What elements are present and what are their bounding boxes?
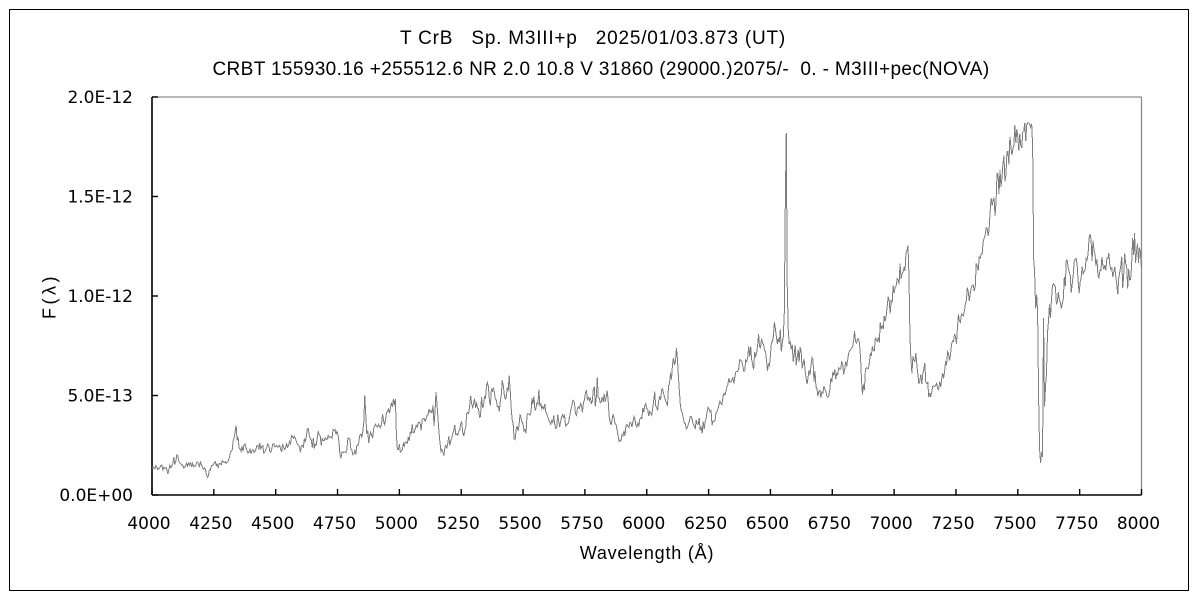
y-tick-label: 0.0E+00 [59, 486, 133, 506]
x-tick-label: 7500 [993, 514, 1036, 534]
y-tick-label: 2.0E-12 [67, 88, 133, 108]
x-tick-label: 4250 [189, 514, 232, 534]
x-tick-label: 7250 [931, 514, 974, 534]
y-axis-label: F(λ) [39, 273, 60, 319]
x-tick-label: 7000 [869, 514, 912, 534]
x-tick-label: 6750 [808, 514, 851, 534]
x-tick-label: 6000 [622, 514, 665, 534]
x-tick-label: 6250 [684, 514, 727, 534]
x-tick-label: 4000 [127, 514, 170, 534]
x-tick-label: 7750 [1055, 514, 1098, 534]
x-tick-label: 5750 [560, 514, 603, 534]
x-tick-label: 4500 [251, 514, 294, 534]
x-tick-label: 8000 [1117, 514, 1160, 534]
y-tick-label: 1.5E-12 [67, 188, 133, 208]
x-tick-label: 5500 [498, 514, 541, 534]
spectrum-line [151, 122, 1142, 479]
chart-title: T CrB Sp. M3III+p 2025/01/03.873 (UT) [400, 28, 786, 49]
y-tick-label: 5.0E-13 [67, 387, 133, 407]
figure-border [9, 9, 1189, 591]
x-tick-label: 6500 [746, 514, 789, 534]
x-tick-label: 4750 [313, 514, 356, 534]
x-tick-label: 5250 [437, 514, 480, 534]
x-tick-label: 5000 [375, 514, 418, 534]
chart-subtitle: CRBT 155930.16 +255512.6 NR 2.0 10.8 V 3… [212, 59, 990, 80]
x-axis-label: Wavelength (Å) [579, 543, 715, 563]
y-tick-label: 1.0E-12 [67, 287, 133, 307]
